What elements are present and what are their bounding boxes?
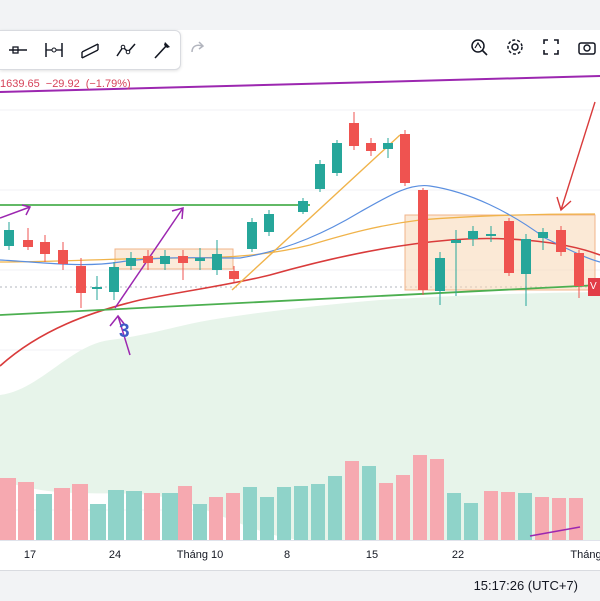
x-axis-label: Tháng [570,549,600,561]
snapshot-button[interactable] [574,34,600,60]
orange-trend-line [231,134,401,291]
fullscreen-button[interactable] [538,34,564,60]
support-line [0,284,600,316]
drawing-toolbar [0,30,181,70]
wave-label: 3 [119,321,130,342]
price-tag: V [588,278,600,296]
horizontal-line-icon [9,46,27,54]
redo-icon [191,41,205,53]
price-range-tool[interactable] [38,35,70,65]
price-change: −29.92 [45,78,80,90]
status-bar: 15:17:26 (UTC+7) [0,570,600,601]
x-axis-label: 8 [283,549,291,561]
price-chart[interactable] [0,30,600,540]
parallel-channel-tool[interactable] [74,35,106,65]
price-value: 1639.65 [0,78,40,90]
pattern-icon [116,43,136,57]
fullscreen-icon [543,39,559,55]
volume-bars [0,455,583,540]
redo-button[interactable] [188,38,208,58]
ma-orange [0,213,596,263]
x-axis-label: 24 [108,549,122,561]
ma-blue [0,184,600,266]
time-axis[interactable]: 17 24 Tháng 10 8 15 22 Tháng [0,540,600,571]
clock[interactable]: 15:17:26 (UTC+7) [473,578,578,593]
x-axis-label: 17 [23,549,37,561]
parallel-channel-icon [81,43,99,59]
brush-tool[interactable] [146,35,178,65]
brush-icon [154,42,170,59]
purple-top-line [0,75,600,93]
horizontal-line-tool[interactable] [2,35,34,65]
red-arrow [556,101,596,212]
price-status: 1639.65 −29.92 (−1.79%) [0,78,137,90]
x-axis-label: 15 [365,549,379,561]
pattern-tool[interactable] [110,35,142,65]
x-axis-label: Tháng 10 [176,549,224,561]
range-box-2 [404,214,596,291]
top-bar-background [0,0,600,30]
zoom-icon [471,39,488,56]
price-change-pct: (−1.79%) [85,78,131,90]
right-toolbar [466,34,600,60]
volume-trend-line [529,526,581,537]
gear-icon [507,39,523,55]
x-axis-label: 22 [451,549,465,561]
price-range-icon [45,43,63,57]
zoom-button[interactable] [466,34,492,60]
settings-button[interactable] [502,34,528,60]
cloud-area [0,292,600,540]
candlesticks [4,112,584,308]
camera-icon [578,42,596,55]
ma-red [0,237,600,367]
